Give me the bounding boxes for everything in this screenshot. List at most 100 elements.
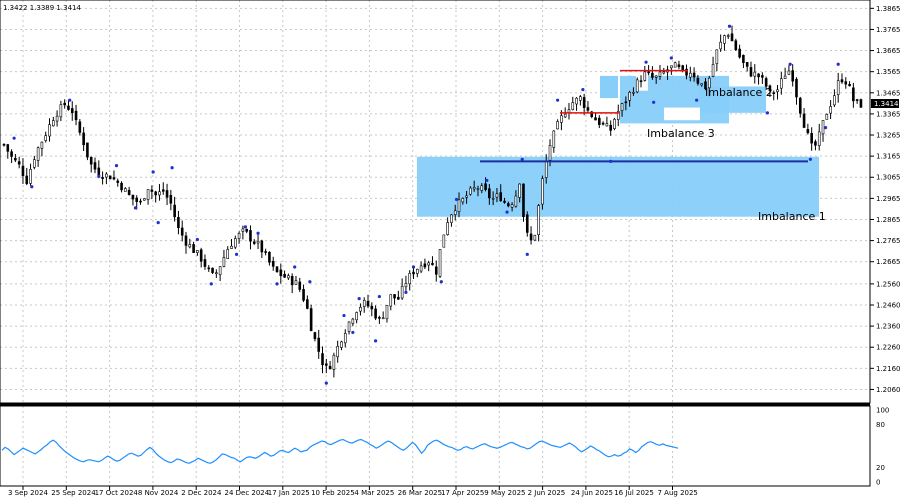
candle-body [199, 249, 203, 262]
candle-body [177, 216, 180, 228]
time-tick-label: 2 Jun 2025 [528, 489, 566, 497]
candle-body [556, 121, 559, 130]
candle-body [188, 244, 192, 248]
fractal-dot [243, 225, 248, 229]
candle-body [393, 294, 396, 299]
fractal-dot [808, 157, 812, 161]
candle-body [328, 365, 332, 370]
candle-body [552, 130, 556, 148]
candle-body [643, 71, 647, 81]
candle-body [798, 97, 802, 114]
candle-body [17, 161, 21, 165]
fractal-dot [275, 282, 279, 286]
candle-body [590, 111, 594, 118]
candle-body [810, 133, 813, 144]
time-tick-label: 7 Aug 2025 [658, 489, 698, 497]
candle-body [764, 78, 768, 87]
candle-body [700, 83, 703, 86]
candle-body [165, 190, 169, 198]
candle-body [59, 104, 63, 118]
candle-body [101, 177, 104, 179]
candle-body [685, 68, 688, 76]
candle-body [582, 97, 586, 108]
candle-body [704, 81, 707, 90]
candle-body [522, 183, 525, 218]
fractal-dot [404, 290, 408, 294]
candle-body [484, 183, 487, 190]
fractal-dot [520, 157, 524, 161]
candle-body [533, 235, 537, 241]
candle-body [207, 267, 211, 270]
candle-body [389, 294, 393, 307]
candle-body [146, 189, 150, 200]
candle-body [544, 161, 548, 178]
time-tick-label: 4 Mar 2025 [354, 489, 394, 497]
rsi-panel-border [0, 405, 871, 487]
candle-body [29, 169, 32, 184]
fractal-dot [823, 126, 828, 130]
candle-body [616, 111, 620, 120]
candle-body [457, 199, 461, 212]
fractal-dot [133, 206, 138, 210]
candle-body [446, 222, 449, 235]
candle-body [359, 306, 362, 312]
candle-body [825, 113, 829, 120]
candle-body [791, 70, 794, 82]
candle-body [108, 175, 112, 180]
candle-body [431, 262, 434, 266]
candle-body [723, 35, 726, 44]
candle-body [434, 266, 438, 275]
fractal-dot [485, 178, 489, 183]
candle-body [628, 92, 631, 101]
rsi-line [1, 438, 679, 464]
candle-body [503, 200, 506, 203]
candle-body [10, 151, 13, 157]
fractal-dot [357, 297, 361, 301]
candle-body [427, 262, 430, 266]
fractal-dot [652, 100, 656, 104]
candle-body [78, 121, 82, 133]
candle-body [404, 283, 408, 288]
fractal-dot [97, 174, 101, 178]
candle-body [840, 79, 844, 83]
candle-body [116, 180, 120, 183]
candle-body [268, 251, 271, 263]
candle-body [480, 185, 484, 191]
candle-body [560, 115, 563, 123]
candle-body [142, 198, 146, 201]
candle-body [74, 110, 78, 121]
candle-body [681, 65, 685, 70]
candle-body [36, 147, 40, 161]
candle-body [488, 188, 491, 199]
candle-body [594, 117, 597, 121]
candle-body [598, 117, 601, 125]
candle-body [635, 79, 639, 93]
candle-body [400, 285, 404, 299]
candle-body [192, 244, 195, 253]
candle-body [844, 81, 848, 85]
fractal-dot [195, 237, 199, 242]
candle-body [761, 75, 764, 78]
candle-body [180, 227, 184, 236]
candle-body [859, 99, 863, 108]
candle-body [696, 77, 700, 84]
price-marker-label: 1.3414 [874, 100, 899, 108]
candle-body [154, 191, 157, 196]
candle-body [707, 77, 711, 89]
price-tick-label: 1.2865 [876, 216, 900, 224]
candle-body [249, 230, 252, 242]
candle-body [150, 189, 154, 192]
candle-body [753, 71, 757, 77]
price-tick-label: 1.3365 [876, 110, 900, 118]
price-tick-label: 1.3265 [876, 132, 900, 140]
candle-body [658, 71, 662, 77]
candle-body [298, 281, 302, 290]
fractal-dot [695, 98, 699, 102]
candle-body [158, 191, 161, 196]
candle-body [651, 72, 654, 78]
fractals [12, 24, 840, 385]
candle-body [673, 62, 677, 68]
fractal-dot [293, 265, 297, 269]
candle-body [302, 289, 305, 301]
